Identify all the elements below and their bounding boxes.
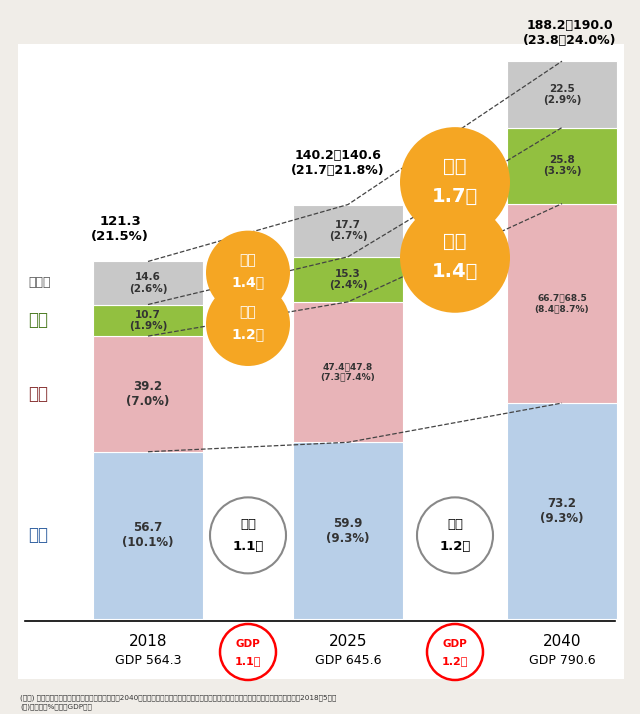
Text: GDP: GDP: [236, 639, 260, 649]
Text: 医療: 医療: [444, 232, 467, 251]
Bar: [293, 442, 403, 619]
Text: 14.6
(2.6%): 14.6 (2.6%): [129, 272, 167, 293]
Text: 年金: 年金: [240, 518, 256, 531]
FancyBboxPatch shape: [18, 44, 624, 679]
Text: 1.2倍: 1.2倍: [442, 656, 468, 666]
Text: 1.2倍: 1.2倍: [232, 327, 264, 341]
Text: 1.4倍: 1.4倍: [232, 276, 264, 290]
Text: 39.2
(7.0%): 39.2 (7.0%): [126, 380, 170, 408]
Text: 22.5
(2.9%): 22.5 (2.9%): [543, 84, 581, 105]
Bar: [93, 261, 203, 305]
Text: 66.7〜68.5
(8.4〜8.7%): 66.7〜68.5 (8.4〜8.7%): [534, 293, 589, 313]
Text: その他: その他: [28, 276, 51, 289]
Text: 1.1倍: 1.1倍: [235, 656, 261, 666]
Text: 15.3
(2.4%): 15.3 (2.4%): [329, 268, 367, 290]
Text: (注)（）内の%表示はGDP比。: (注)（）内の%表示はGDP比。: [20, 704, 92, 710]
Bar: [93, 452, 203, 619]
Text: 1.7倍: 1.7倍: [432, 186, 478, 206]
Text: 介護: 介護: [239, 253, 257, 268]
Text: GDP 564.3: GDP 564.3: [115, 655, 181, 668]
Text: 2025: 2025: [329, 633, 367, 648]
Text: 1.4倍: 1.4倍: [432, 262, 478, 281]
Text: 73.2
(9.3%): 73.2 (9.3%): [540, 497, 584, 525]
Circle shape: [427, 624, 483, 680]
Circle shape: [210, 498, 286, 573]
Text: 25.8
(3.3%): 25.8 (3.3%): [543, 155, 581, 176]
Bar: [507, 403, 617, 619]
Text: 188.2〜190.0
(23.8〜24.0%): 188.2〜190.0 (23.8〜24.0%): [524, 19, 617, 47]
Text: 10.7
(1.9%): 10.7 (1.9%): [129, 309, 167, 331]
Bar: [507, 128, 617, 203]
Circle shape: [400, 127, 510, 237]
Text: 医療: 医療: [28, 385, 48, 403]
Text: (出典) 内閣官房・内閣府・財務省・厚生労働省「2040年を見据えた社会保障の将来見通し」（計画ベース・経済ベースラインケース）（2018年5月）: (出典) 内閣官房・内閣府・財務省・厚生労働省「2040年を見据えた社会保障の将…: [20, 695, 337, 701]
Bar: [507, 61, 617, 128]
Text: 17.7
(2.7%): 17.7 (2.7%): [329, 220, 367, 241]
Text: 2018: 2018: [129, 633, 167, 648]
Text: 1.2倍: 1.2倍: [439, 540, 470, 553]
Text: 59.9
(9.3%): 59.9 (9.3%): [326, 517, 370, 545]
Circle shape: [400, 203, 510, 313]
Circle shape: [220, 624, 276, 680]
Circle shape: [206, 282, 290, 366]
Text: 47.4〜47.8
(7.3〜7.4%): 47.4〜47.8 (7.3〜7.4%): [321, 363, 376, 382]
Text: GDP 790.6: GDP 790.6: [529, 655, 595, 668]
Bar: [293, 257, 403, 302]
Text: 医療: 医療: [239, 305, 257, 319]
Bar: [93, 336, 203, 452]
Text: 介護: 介護: [28, 311, 48, 329]
Bar: [293, 302, 403, 442]
Text: 56.7
(10.1%): 56.7 (10.1%): [122, 521, 173, 549]
Text: 140.2〜140.6
(21.7〜21.8%): 140.2〜140.6 (21.7〜21.8%): [291, 149, 385, 176]
Text: 年金: 年金: [28, 526, 48, 544]
Circle shape: [417, 498, 493, 573]
Text: 介護: 介護: [444, 156, 467, 176]
Bar: [93, 305, 203, 336]
Text: GDP: GDP: [443, 639, 467, 649]
Text: 1.1倍: 1.1倍: [232, 540, 264, 553]
Bar: [507, 203, 617, 403]
Bar: [293, 204, 403, 257]
Text: 121.3
(21.5%): 121.3 (21.5%): [91, 216, 149, 243]
Text: GDP 645.6: GDP 645.6: [315, 655, 381, 668]
Text: 年金: 年金: [447, 518, 463, 531]
Circle shape: [206, 231, 290, 315]
Text: 2040: 2040: [543, 633, 581, 648]
